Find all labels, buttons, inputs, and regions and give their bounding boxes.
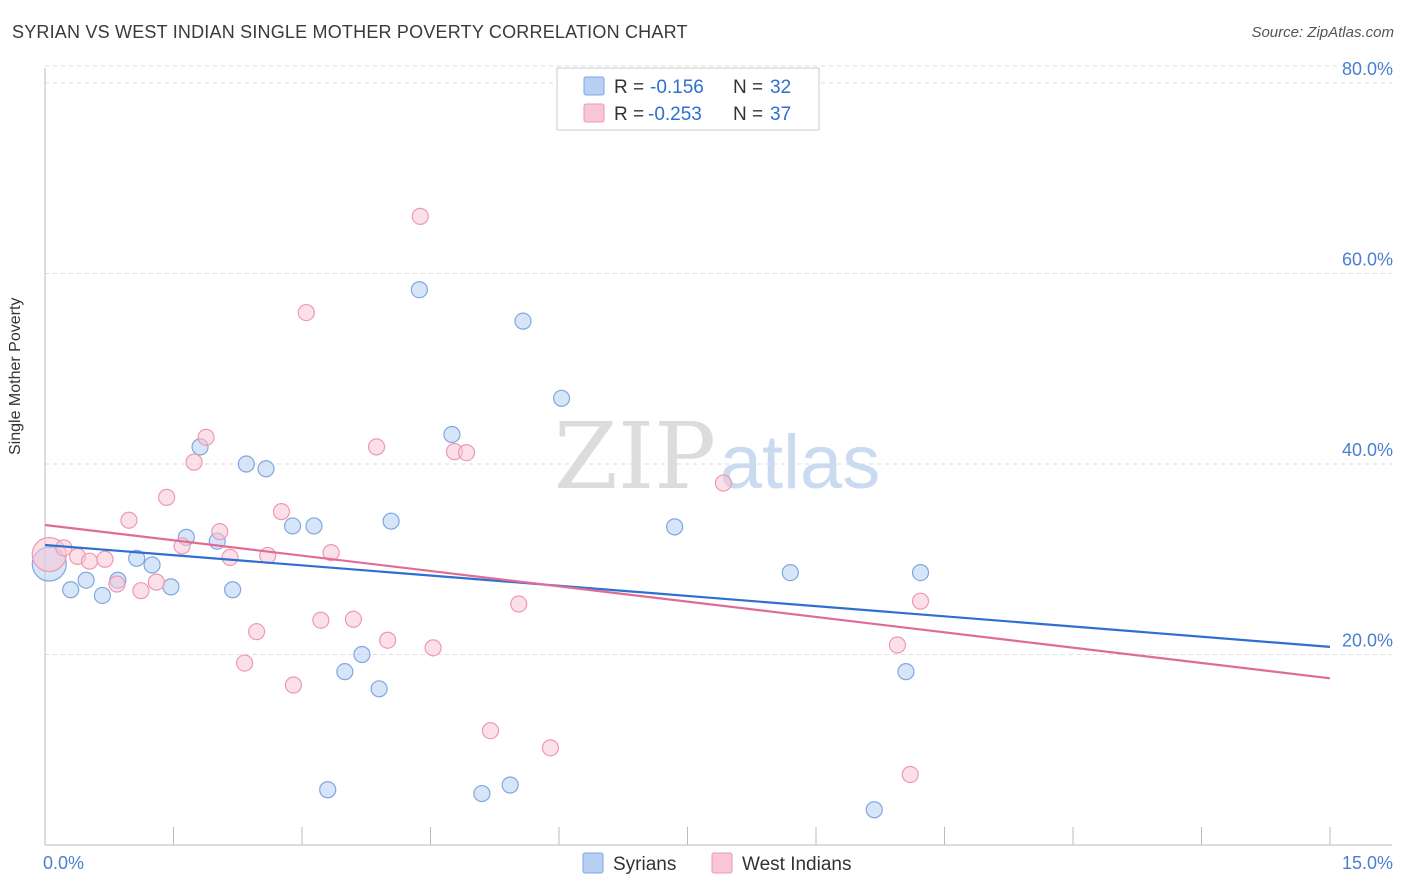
west-indian-point — [888, 636, 906, 654]
syrian-point — [319, 781, 337, 799]
west-indian-point — [367, 438, 386, 456]
syrian-point — [224, 581, 242, 599]
y-tick-label: 40.0% — [1342, 440, 1393, 460]
syrian-point — [370, 680, 388, 698]
syrian-point — [666, 518, 684, 536]
syrian-point — [257, 460, 275, 478]
syrian-point — [128, 549, 146, 567]
west-indian-point — [120, 511, 138, 529]
syrian-point — [382, 512, 400, 530]
west-indian-point — [158, 488, 176, 506]
legend-r-label-west-indians: R = — [614, 104, 644, 125]
x-tick-labels: 0.0% 15.0% — [43, 853, 1393, 873]
gridlines — [45, 65, 1392, 656]
legend-bottom-label-syrians: Syrians — [613, 854, 676, 875]
syrian-point — [473, 784, 491, 803]
syrian-point — [514, 312, 532, 330]
zipatlas-watermark: ZIP atlas — [554, 403, 880, 510]
syrian-point — [865, 801, 883, 819]
correlation-legend: R = -0.156 N = 32 R = -0.253 N = 37 — [556, 67, 820, 131]
legend-r-value-syrians: -0.156 — [650, 77, 704, 98]
legend-swatch-syrians — [583, 76, 605, 96]
syrian-point — [305, 517, 323, 535]
chart-title: SYRIAN VS WEST INDIAN SINGLE MOTHER POVE… — [12, 22, 688, 42]
trend-lines — [44, 523, 1331, 680]
y-tick-label: 60.0% — [1342, 250, 1393, 270]
x-tick-label-max: 15.0% — [1342, 853, 1393, 873]
syrian-point — [552, 389, 571, 407]
syrian-point — [410, 281, 428, 299]
west-indian-point — [80, 552, 99, 570]
legend-n-value-west-indians: 37 — [770, 104, 791, 125]
axes — [44, 68, 1392, 846]
west-indian-point — [284, 676, 303, 694]
legend-bottom-swatch-west-indians — [711, 852, 733, 874]
syrian-point — [77, 571, 95, 589]
legend-n-label-west-indians: N = — [733, 104, 763, 125]
legend-n-value-syrians: 32 — [770, 77, 791, 98]
west-indian-point — [541, 739, 560, 757]
series-legend: Syrians West Indians — [582, 852, 851, 875]
x-tick-label-min: 0.0% — [43, 853, 84, 873]
syrians-trend-line — [44, 543, 1331, 648]
watermark-zip: ZIP — [554, 403, 716, 510]
syrian-point — [781, 564, 799, 582]
syrian-point — [353, 645, 371, 664]
west-indian-point — [147, 573, 165, 591]
y-tick-labels: 20.0% 40.0% 60.0% 80.0% — [1342, 59, 1393, 650]
west-indian-point — [510, 595, 528, 613]
syrian-point — [897, 663, 915, 681]
data-points — [31, 207, 930, 819]
west-indian-point — [297, 303, 315, 322]
west-indian-point — [221, 548, 239, 566]
west-indian-point — [236, 654, 254, 672]
west-indian-point — [108, 575, 126, 593]
syrian-point — [911, 564, 930, 582]
west-indian-point — [481, 722, 500, 740]
watermark-atlas: atlas — [720, 420, 881, 505]
legend-bottom-swatch-syrians — [582, 852, 604, 874]
west-indian-point — [714, 474, 733, 492]
west-indian-point — [185, 453, 203, 471]
west-indian-point — [96, 550, 114, 568]
west-indian-point — [344, 610, 362, 628]
west-indians-trend-line — [44, 523, 1331, 680]
west-indian-point — [411, 207, 429, 225]
syrian-point — [237, 455, 255, 473]
west-indian-point — [911, 592, 930, 610]
syrian-point — [336, 663, 354, 681]
source-label: Source: ZipAtlas.com — [1251, 24, 1394, 41]
syrian-point — [162, 578, 180, 596]
legend-r-label-syrians: R = — [614, 77, 644, 98]
syrian-point — [62, 581, 80, 599]
legend-n-label-syrians: N = — [733, 77, 763, 98]
west-indian-point — [424, 639, 442, 657]
syrian-point — [93, 586, 111, 605]
west-indian-point — [132, 582, 150, 600]
west-indian-point — [901, 765, 919, 784]
west-indian-point — [211, 523, 229, 541]
west-indian-point — [247, 623, 266, 641]
west-indian-point — [312, 611, 330, 629]
legend-swatch-west-indians — [583, 103, 605, 123]
west-indian-point — [457, 443, 476, 462]
west-indian-point — [197, 428, 215, 446]
west-indian-point — [379, 631, 397, 649]
y-tick-label: 20.0% — [1342, 631, 1393, 651]
syrian-point — [283, 517, 302, 535]
legend-r-value-west-indians: -0.253 — [648, 104, 702, 125]
syrian-point — [443, 425, 461, 444]
west-indian-point — [322, 544, 340, 562]
legend-bottom-label-west-indians: West Indians — [742, 854, 851, 875]
y-tick-label: 80.0% — [1342, 59, 1393, 79]
west-indian-point — [272, 503, 291, 521]
syrian-point — [143, 556, 161, 574]
syrian-point — [501, 776, 519, 794]
